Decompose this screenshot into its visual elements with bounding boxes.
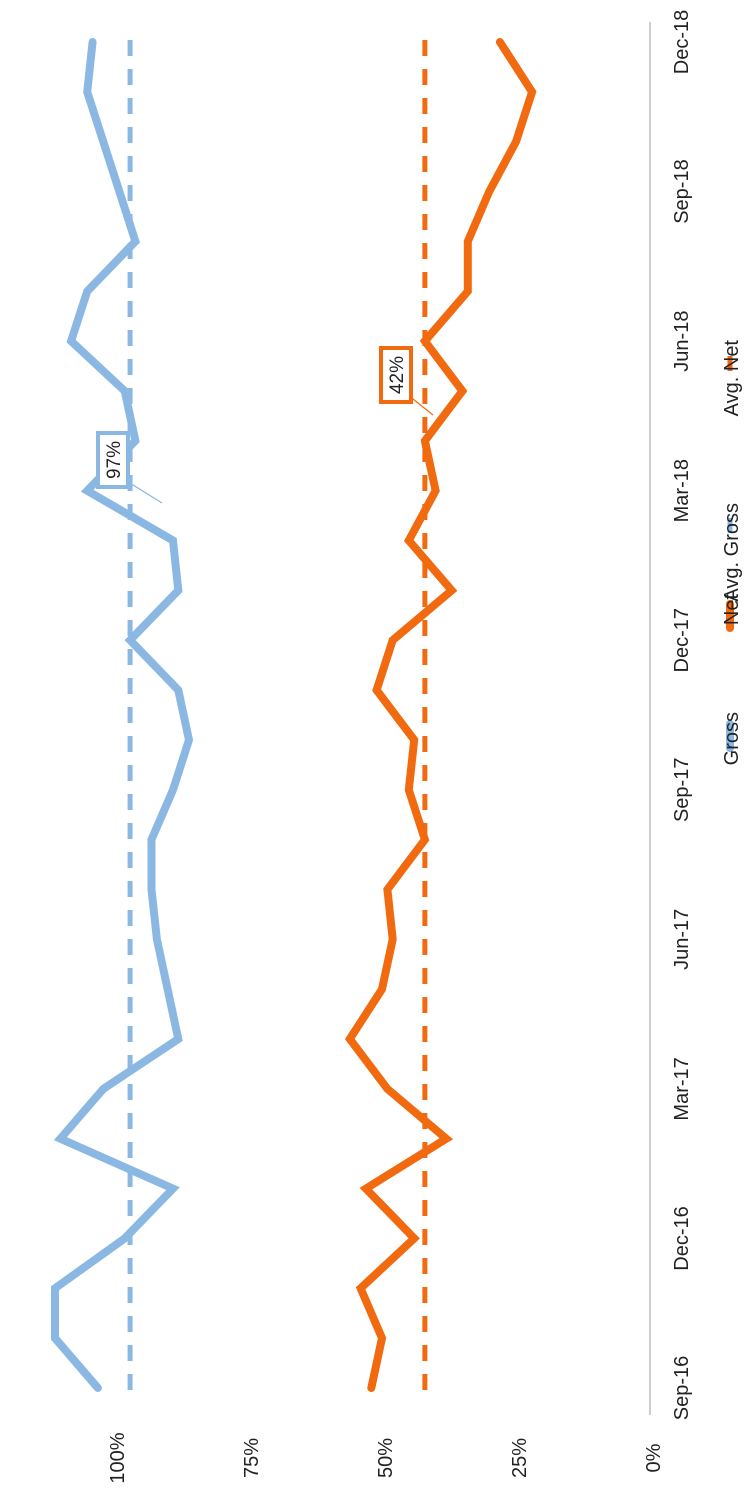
- value-tick-label: 50%: [375, 1438, 397, 1478]
- annotation-box: [379, 346, 413, 404]
- category-tick-label: Sep-18: [671, 159, 693, 224]
- category-tick-label: Jun-17: [671, 909, 693, 970]
- category-tick-label: Dec-17: [671, 608, 693, 672]
- category-tick-label: Dec-18: [671, 10, 693, 74]
- gross-series-line: [51, 38, 194, 1392]
- value-axis-labels: 0%25%50%75%100%125%: [107, 1432, 665, 1483]
- plot-area: [51, 38, 537, 1392]
- category-tick-label: Mar-18: [671, 459, 693, 522]
- category-tick-label: Mar-17: [671, 1057, 693, 1120]
- average-value-label: 97%: [104, 441, 125, 479]
- category-tick-label: Dec-16: [671, 1206, 693, 1270]
- legend-label: Avg. Gross: [721, 503, 743, 602]
- category-tick-label: Jun-18: [671, 311, 693, 372]
- value-tick-label: 100%: [107, 1432, 129, 1483]
- legend-label: Avg. Net: [721, 340, 743, 417]
- average-value-label: 42%: [387, 356, 408, 394]
- value-tick-label: 0%: [643, 1443, 665, 1472]
- net-series-line: [344, 38, 537, 1392]
- average-annotations: 97% 42%: [96, 346, 434, 504]
- value-tick-label: 25%: [509, 1438, 531, 1478]
- annotation-box: [96, 431, 130, 489]
- annotation-leader-line: [124, 479, 163, 504]
- legend-label: Net: [721, 594, 743, 626]
- category-tick-label: Sep-16: [671, 1356, 693, 1421]
- value-tick-label: 75%: [241, 1438, 263, 1478]
- legend-label: Gross: [721, 712, 743, 765]
- category-tick-label: Sep-17: [671, 758, 693, 823]
- category-axis-labels: Sep-16 Dec-16 Mar-17 Jun-17 Sep-17 Dec-17 Mar-…: [671, 10, 693, 1420]
